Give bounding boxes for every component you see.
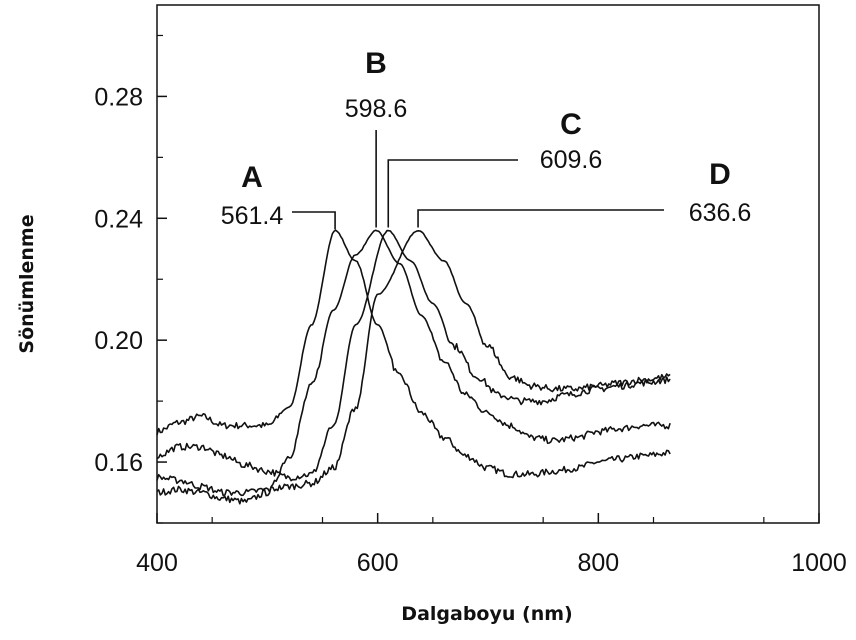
series-line-C bbox=[156, 229, 671, 482]
x-tick-label: 1000 bbox=[791, 549, 847, 577]
y-tick-label: 0.24 bbox=[94, 205, 143, 233]
peak-letter-D: D bbox=[709, 158, 731, 191]
peak-value-B: 598.6 bbox=[345, 95, 408, 123]
peak-letter-B: B bbox=[365, 47, 387, 80]
y-tick-label: 0.20 bbox=[94, 327, 143, 355]
series-lines bbox=[156, 229, 671, 505]
peak-annotations: A 561.4 B 598.6 C 609.6 D 636.6 bbox=[221, 47, 752, 230]
peak-leader-A bbox=[292, 211, 336, 230]
x-tick-label: 800 bbox=[577, 549, 619, 577]
plot-frame bbox=[156, 4, 820, 524]
x-axis-title: Dalgaboyu (nm) bbox=[401, 603, 572, 625]
y-axis-title: Sönümlenme bbox=[16, 214, 38, 353]
y-tick-label: 0.16 bbox=[94, 449, 143, 477]
x-tick-label: 600 bbox=[357, 549, 399, 577]
peak-letter-A: A bbox=[241, 161, 263, 194]
peak-leader-C bbox=[387, 159, 518, 228]
peak-value-D: 636.6 bbox=[689, 199, 752, 227]
y-tick-label: 0.28 bbox=[94, 83, 143, 111]
peak-letter-C: C bbox=[560, 108, 582, 141]
series-line-A bbox=[156, 229, 671, 479]
series-line-D bbox=[156, 230, 671, 497]
series-line-B bbox=[156, 229, 671, 505]
peak-value-A: 561.4 bbox=[221, 202, 284, 230]
axis-ticks: 400 600 800 1000 0.16 0.20 0.24 0.28 bbox=[94, 34, 847, 577]
peak-value-C: 609.6 bbox=[540, 146, 603, 174]
x-tick-label: 400 bbox=[136, 549, 178, 577]
peak-leader-D bbox=[417, 209, 664, 228]
